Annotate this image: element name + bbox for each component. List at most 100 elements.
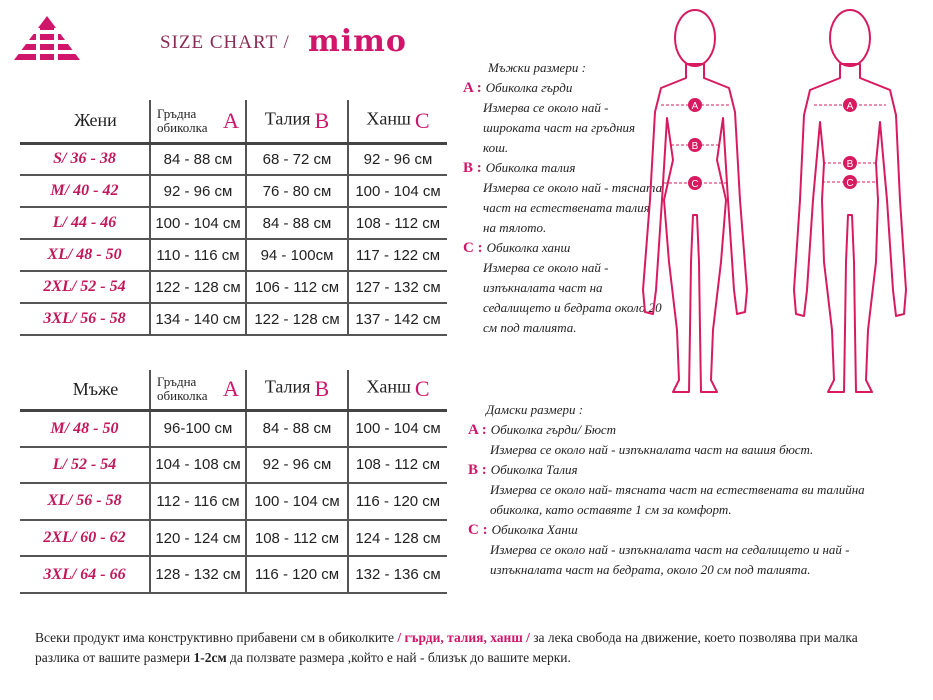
header-cell: Гръдна обиколка A <box>149 100 246 145</box>
legend-letter: B : <box>468 462 487 478</box>
column-letter: B <box>314 376 330 402</box>
men-table: Мъже Гръдна обиколка A Талия B Ханш C M/ 48 - 5… <box>20 370 447 594</box>
brand: mimo <box>308 24 407 59</box>
header-cell: Мъже <box>20 370 150 412</box>
measure-cell: 106 - 112 см <box>245 271 348 304</box>
measure-cell: 110 - 116 см <box>149 239 246 272</box>
measure-cell: 137 - 142 см <box>347 303 447 336</box>
legend-name: Обиколка ханш <box>486 240 571 255</box>
size-label: M/ 40 - 42 <box>20 175 150 208</box>
measure-cell: 100 - 104 см <box>149 207 246 240</box>
row: 3XL/ 64 - 66 128 - 132 см 116 - 120 см 132 … <box>20 556 447 594</box>
measure-cell: 84 - 88 см <box>245 207 348 240</box>
legend-item: C : Обиколка Ханш <box>468 520 888 540</box>
measure-cell: 112 - 116 см <box>149 483 246 521</box>
marker-letter: A <box>847 101 854 112</box>
measure-cell: 84 - 88 см <box>245 410 348 448</box>
column-name: Талия <box>264 376 311 397</box>
column-name: Мъже <box>72 378 119 399</box>
legend-name: Обиколка гърди <box>485 80 573 95</box>
marker-letter: C <box>846 178 853 189</box>
footer-text: да ползвате размера ,който е най - близъ… <box>226 650 571 665</box>
size-label: L/ 52 - 54 <box>20 446 150 485</box>
size-label: XL/ 56 - 58 <box>20 483 150 521</box>
size-label: 2XL/ 52 - 54 <box>20 271 150 304</box>
measure-cell: 100 - 104 см <box>347 410 447 448</box>
measure-cell: 116 - 120 см <box>347 483 447 521</box>
footer-highlight: / гърди, талия, ханш / <box>397 630 530 645</box>
size-label: 2XL/ 60 - 62 <box>20 519 150 558</box>
size-label: 3XL/ 56 - 58 <box>20 303 150 336</box>
row: 2XL/ 52 - 54 122 - 128 см 106 - 112 см 127 … <box>20 271 447 304</box>
legend-description: Измерва се около най - тясната част на е… <box>483 180 663 235</box>
column-letter: B <box>314 107 330 133</box>
legend-description: Измерва се около най - широката част на … <box>483 100 636 155</box>
legend-description: Измерва се около най- тясната част на ес… <box>490 482 865 517</box>
legend-letter: B : <box>463 160 482 176</box>
column-letter: A <box>223 107 239 133</box>
column-name: Ханш <box>366 376 411 397</box>
men-legend: Мъжки размери :A : Обиколка гърди Измерва … <box>453 58 663 338</box>
column-name: Гръдна обиколка <box>157 105 208 135</box>
measure-cell: 94 - 100см <box>245 239 348 272</box>
footer-text: за лека свобода на движение, което позво… <box>35 630 858 665</box>
marker-letter: B <box>847 159 854 170</box>
legend-letter: C : <box>463 240 483 256</box>
legend-item: B : Обиколка Талия <box>468 460 888 480</box>
measure-cell: 128 - 132 см <box>149 556 246 594</box>
row: 3XL/ 56 - 58 134 - 140 см 122 - 128 см 137 … <box>20 303 447 336</box>
legend-description: Измерва се около най - изпъкналата част … <box>490 542 850 577</box>
legend-letter: A : <box>468 422 487 438</box>
row: M/ 48 - 50 96-100 см 84 - 88 см 100 - 104 с… <box>20 410 447 448</box>
size-label: S/ 36 - 38 <box>20 143 150 176</box>
header-cell: Талия B <box>245 100 348 145</box>
header-cell: Жени <box>20 100 150 145</box>
legend-item: B : Обиколка талия <box>453 158 663 178</box>
measure-cell: 108 - 112 см <box>245 519 348 558</box>
size-label: 3XL/ 64 - 66 <box>20 556 150 594</box>
column-name: Жени <box>74 110 117 131</box>
measure-cell: 124 - 128 см <box>347 519 447 558</box>
measure-cell: 68 - 72 см <box>245 143 348 176</box>
measure-cell: 96-100 см <box>149 410 246 448</box>
legend-name: Обиколка гърди/ Бюст <box>490 422 617 437</box>
row: XL/ 56 - 58 112 - 116 см 100 - 104 см 116 -… <box>20 483 447 521</box>
measure-cell: 134 - 140 см <box>149 303 246 336</box>
head <box>674 9 716 67</box>
column-name: Гръдна обиколка <box>157 374 208 404</box>
measure-cell: 120 - 124 см <box>149 519 246 558</box>
marker-letter: C <box>691 179 698 190</box>
size-label: XL/ 48 - 50 <box>20 239 150 272</box>
marker <box>688 138 702 152</box>
row: M/ 40 - 42 92 - 96 см 76 - 80 см 100 - 104 … <box>20 175 447 208</box>
row: XL/ 48 - 50 110 - 116 см 94 - 100см 117 - 1… <box>20 239 447 272</box>
measure-cell: 132 - 136 см <box>347 556 447 594</box>
body-outline <box>793 63 907 393</box>
measure-cell: 117 - 122 см <box>347 239 447 272</box>
measure-cell: 122 - 128 см <box>149 271 246 304</box>
header-cell: Ханш C <box>347 370 447 412</box>
legend-description: Измерва се около най - изпъкналата част … <box>490 442 814 457</box>
legend-item: A : Обиколка гърди/ Бюст <box>468 420 888 440</box>
legend-name: Обиколка талия <box>485 160 576 175</box>
marker <box>843 98 857 112</box>
footer-bold: 1-2см <box>193 650 227 665</box>
legend-letter: A : <box>463 80 482 96</box>
measure-cell: 76 - 80 см <box>245 175 348 208</box>
column-letter: C <box>414 376 430 402</box>
measure-cell: 100 - 104 см <box>245 483 348 521</box>
legend-name: Обиколка Ханш <box>491 522 578 537</box>
measure-cell: 122 - 128 см <box>245 303 348 336</box>
marker-letter: B <box>692 141 699 152</box>
head <box>829 9 871 67</box>
measure-cell: 92 - 96 см <box>245 446 348 485</box>
column-name: Ханш <box>366 108 411 129</box>
footer: Всеки продукт има конструктивно прибавен… <box>35 628 905 668</box>
legend-letter: C : <box>468 522 488 538</box>
header-row: Мъже Гръдна обиколка A Талия B Ханш C <box>20 370 447 412</box>
legend-name: Обиколка Талия <box>490 462 578 477</box>
size-label: L/ 44 - 46 <box>20 207 150 240</box>
measure-cell: 116 - 120 см <box>245 556 348 594</box>
